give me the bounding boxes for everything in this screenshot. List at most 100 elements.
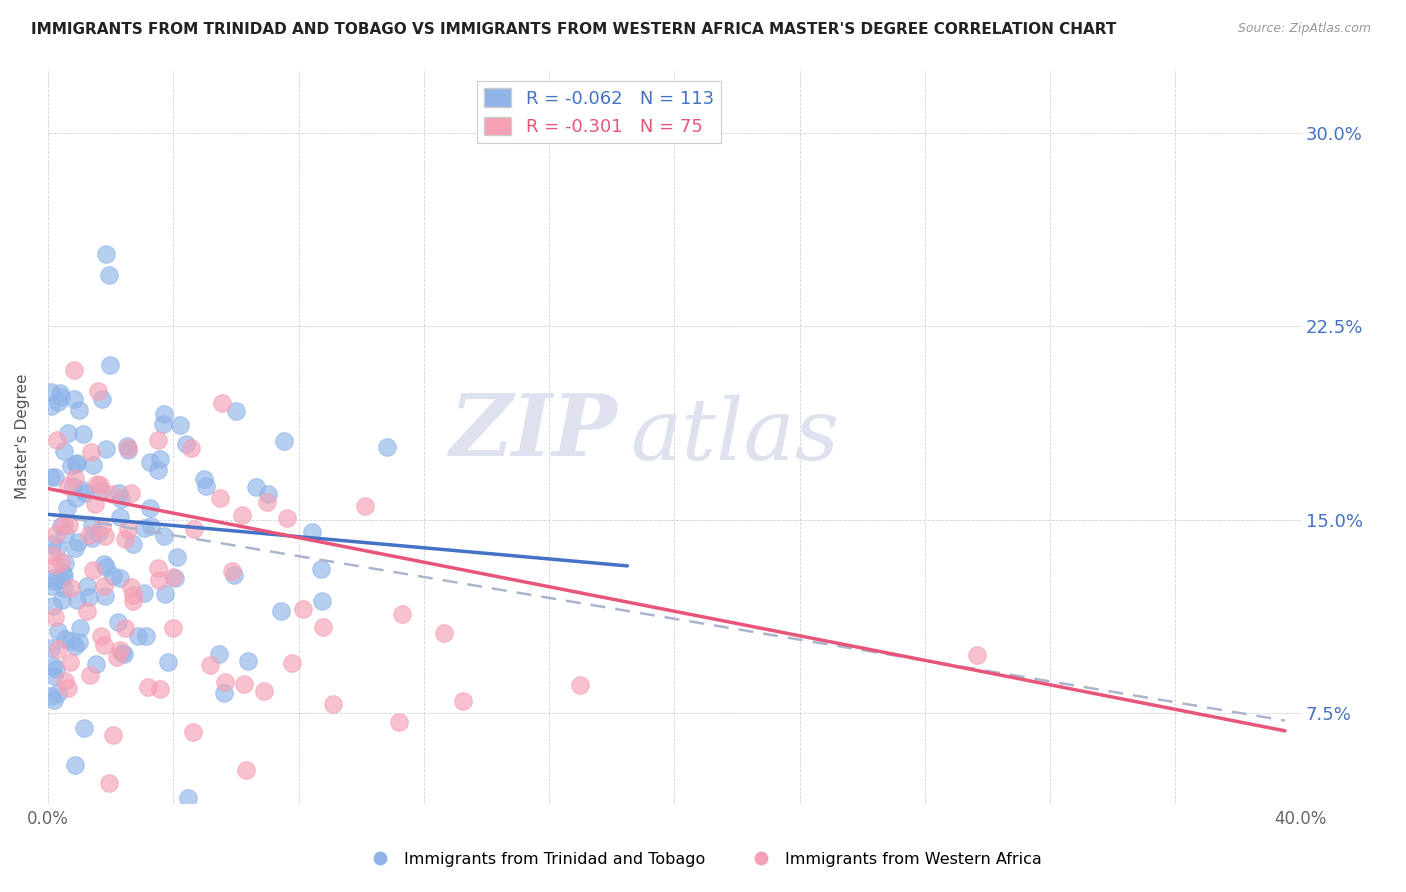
Point — [58, 479, 80, 493]
Point — [94, 247, 117, 261]
Point — [66, 456, 89, 470]
Point — [65, 491, 87, 505]
Point — [55, 501, 77, 516]
Point — [101, 568, 124, 582]
Point — [51, 519, 73, 533]
Point — [108, 509, 131, 524]
Point — [451, 694, 474, 708]
Point — [73, 721, 96, 735]
Point — [89, 478, 111, 492]
Point — [62, 479, 84, 493]
Point — [108, 485, 131, 500]
Point — [67, 635, 90, 649]
Point — [82, 458, 104, 472]
Point — [55, 527, 77, 541]
Point — [52, 581, 75, 595]
Point — [135, 629, 157, 643]
Point — [231, 508, 253, 522]
Point — [44, 558, 66, 573]
Point — [90, 483, 112, 498]
Point — [45, 527, 67, 541]
Point — [391, 607, 413, 621]
Point — [44, 574, 66, 589]
Point — [139, 455, 162, 469]
Point — [80, 445, 103, 459]
Point — [136, 680, 159, 694]
Point — [117, 522, 139, 536]
Point — [114, 532, 136, 546]
Point — [256, 487, 278, 501]
Point — [256, 495, 278, 509]
Point — [101, 487, 124, 501]
Point — [114, 621, 136, 635]
Point — [181, 725, 204, 739]
Point — [42, 669, 65, 683]
Point — [134, 585, 156, 599]
Point — [84, 657, 107, 672]
Point — [301, 524, 323, 539]
Point — [122, 594, 145, 608]
Point — [169, 417, 191, 432]
Point — [311, 620, 333, 634]
Point — [153, 587, 176, 601]
Point — [46, 433, 69, 447]
Point — [162, 621, 184, 635]
Point — [354, 499, 377, 513]
Point — [79, 590, 101, 604]
Point — [42, 571, 65, 585]
Point — [46, 641, 69, 656]
Point — [148, 573, 170, 587]
Point — [148, 681, 170, 696]
Point — [69, 621, 91, 635]
Point — [388, 714, 411, 729]
Point — [76, 604, 98, 618]
Point — [139, 518, 162, 533]
Point — [236, 655, 259, 669]
Point — [53, 517, 76, 532]
Point — [93, 589, 115, 603]
Point — [120, 580, 142, 594]
Point — [60, 634, 83, 648]
Point — [39, 400, 62, 414]
Point — [90, 392, 112, 407]
Point — [114, 647, 136, 661]
Point — [105, 649, 128, 664]
Point — [41, 537, 63, 551]
Point — [46, 624, 69, 639]
Point — [96, 560, 118, 574]
Point — [56, 681, 79, 695]
Point — [51, 593, 73, 607]
Point — [94, 442, 117, 457]
Point — [117, 439, 139, 453]
Point — [76, 579, 98, 593]
Point — [53, 556, 76, 570]
Point — [148, 463, 170, 477]
Point — [122, 588, 145, 602]
Point — [322, 697, 344, 711]
Point — [90, 629, 112, 643]
Point — [63, 640, 86, 654]
Point — [281, 656, 304, 670]
Point — [46, 541, 69, 556]
Point — [82, 562, 104, 576]
Point — [166, 549, 188, 564]
Point — [79, 667, 101, 681]
Point — [162, 570, 184, 584]
Point — [58, 425, 80, 440]
Point — [433, 625, 456, 640]
Point — [273, 434, 295, 448]
Legend: R = -0.062   N = 113, R = -0.301   N = 75: R = -0.062 N = 113, R = -0.301 N = 75 — [477, 81, 721, 144]
Point — [39, 689, 62, 703]
Point — [60, 581, 83, 595]
Point — [93, 557, 115, 571]
Point — [107, 615, 129, 629]
Point — [311, 594, 333, 608]
Point — [377, 440, 399, 454]
Point — [966, 648, 988, 662]
Point — [146, 561, 169, 575]
Point — [214, 685, 236, 699]
Legend: Immigrants from Trinidad and Tobago, Immigrants from Western Africa: Immigrants from Trinidad and Tobago, Imm… — [357, 846, 1049, 873]
Point — [120, 486, 142, 500]
Point — [46, 394, 69, 409]
Point — [174, 437, 197, 451]
